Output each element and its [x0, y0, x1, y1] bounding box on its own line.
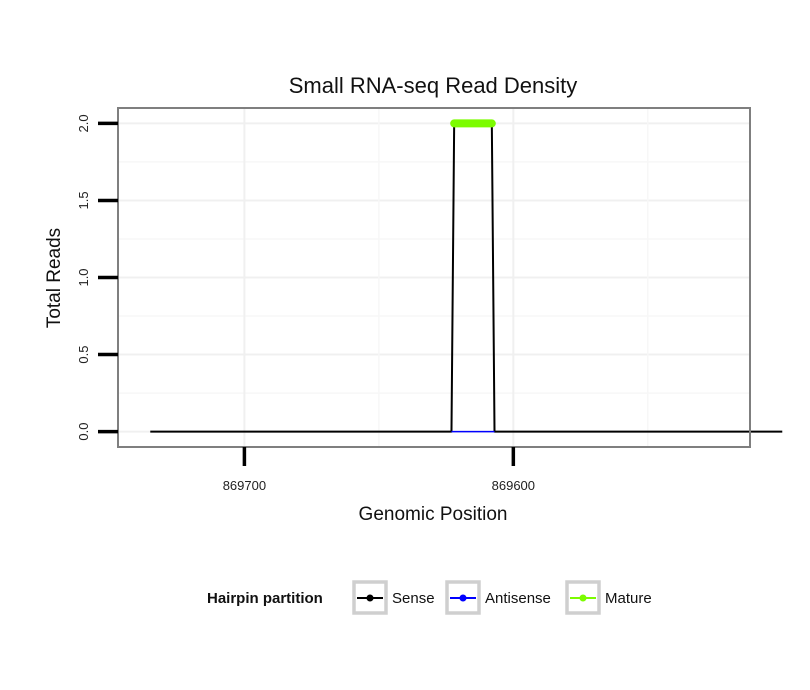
data-series: [150, 119, 783, 433]
y-tick-label: 1.0: [76, 268, 91, 286]
legend-label-mature: Mature: [605, 590, 652, 607]
grid-lines: [118, 108, 750, 447]
y-axis-label: Total Reads: [44, 228, 65, 328]
x-axis: 869700 869600: [223, 447, 535, 493]
x-tick-label: 869600: [492, 478, 535, 493]
y-tick-label: 0.0: [76, 423, 91, 441]
legend-label-sense: Sense: [392, 590, 435, 607]
legend-key-dot: [579, 594, 587, 602]
mature-point: [488, 119, 496, 127]
y-axis: 0.0 0.5 1.0 1.5 2.0: [76, 114, 118, 441]
chart-title: Small RNA-seq Read Density: [289, 73, 578, 98]
legend-key-dot: [366, 594, 374, 602]
legend-key-dot: [459, 594, 467, 602]
legend: Hairpin partition Sense Antisense Mature: [207, 580, 652, 615]
y-tick-label: 0.5: [76, 346, 91, 364]
y-tick-label: 2.0: [76, 114, 91, 132]
x-axis-label: Genomic Position: [359, 504, 508, 525]
legend-title: Hairpin partition: [207, 590, 323, 607]
x-tick-label: 869700: [223, 478, 266, 493]
legend-label-antisense: Antisense: [485, 590, 551, 607]
y-tick-label: 1.5: [76, 191, 91, 209]
